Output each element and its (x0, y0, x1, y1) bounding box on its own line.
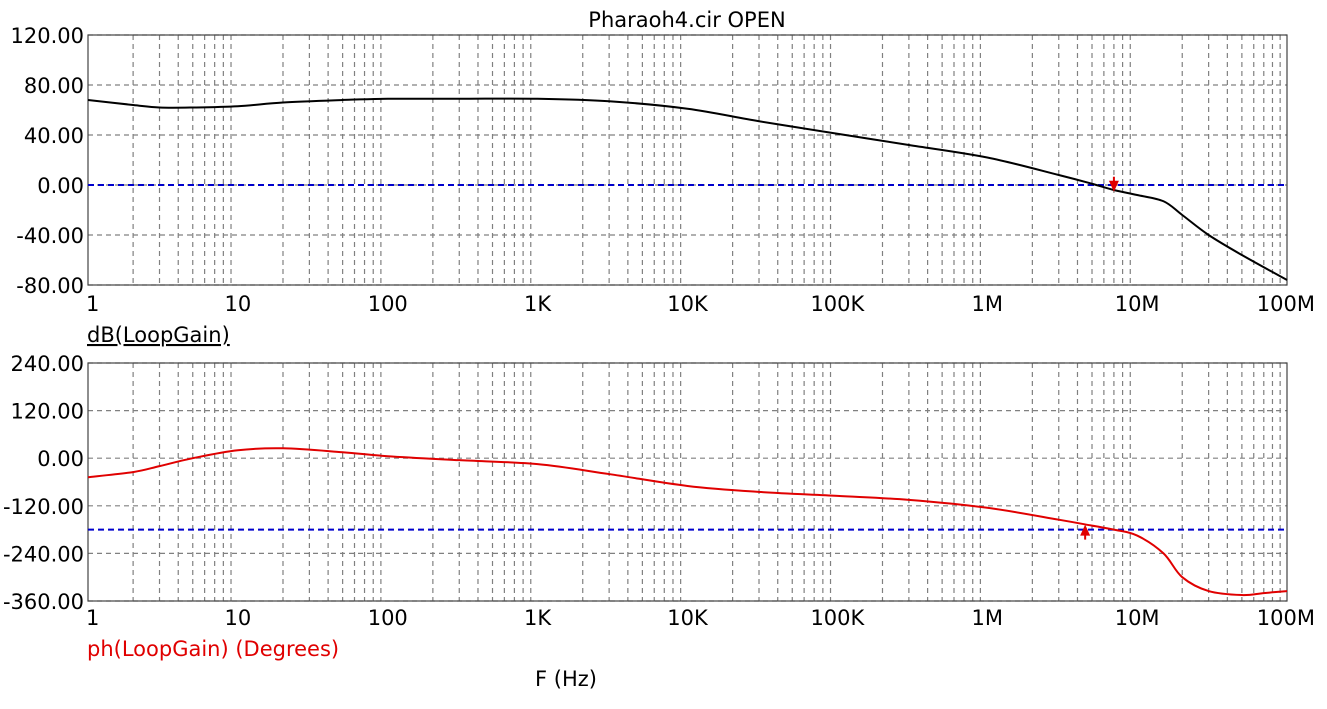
cursor-marker[interactable] (1080, 524, 1091, 536)
x-tick-label: 100M (1257, 606, 1315, 630)
x-axis-label: F (Hz) (535, 667, 597, 691)
x-tick-label: 10M (1115, 292, 1160, 316)
y-tick-label: -120.00 (3, 495, 84, 519)
y-tick-label: -240.00 (3, 542, 84, 566)
x-tick-label: 10 (225, 606, 252, 630)
x-tick-label: 10K (667, 292, 709, 316)
y-tick-label: 0.00 (37, 447, 84, 471)
x-tick-label: 100K (810, 292, 865, 316)
x-tick-label: 1K (524, 606, 552, 630)
gain-plot: 120.00 80.00 40.00 0.00 -40.00 -80.001 10 100 1K… (11, 24, 1315, 316)
y-tick-label: -360.00 (3, 590, 84, 614)
y-tick-label: 40.00 (24, 124, 84, 148)
cursor-stem (1112, 176, 1115, 185)
chart-title: Pharaoh4.cir OPEN (588, 8, 785, 32)
x-tick-label: 100 (368, 606, 408, 630)
x-tick-label: 100K (810, 606, 865, 630)
phase-axis-label: ph(LoopGain) (Degrees) (87, 637, 339, 661)
cursor-stem (1084, 531, 1087, 540)
y-tick-label: 120.00 (11, 400, 84, 424)
x-tick-label: 1 (86, 292, 99, 316)
x-tick-label: 1K (524, 292, 552, 316)
y-tick-label: -80.00 (16, 274, 84, 298)
y-tick-label: 120.00 (11, 24, 84, 48)
phase-plot: 240.00 120.00 0.00 -120.00 -240.00 -360.001 10… (3, 352, 1315, 630)
x-tick-label: 10 (225, 292, 252, 316)
x-tick-label: 10K (667, 606, 709, 630)
phase-curve (87, 447, 1288, 597)
x-tick-label: 1 (86, 606, 99, 630)
gain-curve (87, 97, 1288, 281)
x-tick-label: 100M (1257, 292, 1315, 316)
plot-frame (87, 362, 1288, 602)
gain-axis-label: dB(LoopGain) (87, 323, 230, 347)
y-tick-label: 80.00 (24, 74, 84, 98)
x-tick-label: 1M (972, 292, 1003, 316)
y-tick-label: 0.00 (37, 174, 84, 198)
y-tick-label: 240.00 (11, 352, 84, 376)
x-tick-label: 1M (972, 606, 1003, 630)
y-tick-label: -40.00 (16, 224, 84, 248)
x-tick-label: 100 (368, 292, 408, 316)
plot-frame (87, 34, 1288, 286)
cursor-marker[interactable] (1108, 180, 1119, 192)
x-tick-label: 10M (1115, 606, 1160, 630)
